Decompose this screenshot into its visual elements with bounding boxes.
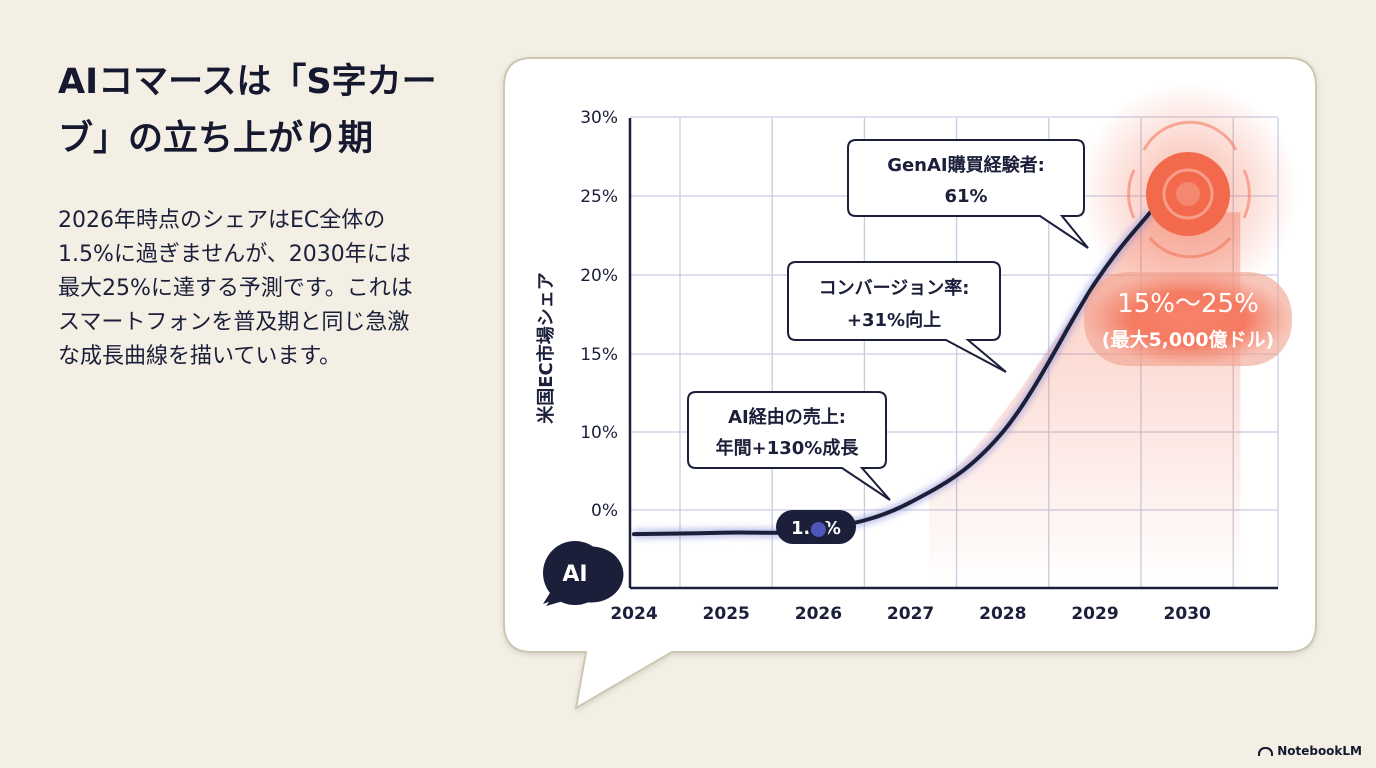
- series-badge-ai: AI: [543, 541, 624, 606]
- callout-conversion-line2: +31%向上: [847, 309, 941, 331]
- page-title: AIコマースは「S字カーブ」の立ち上がり期: [58, 62, 437, 159]
- x-tick-label: 2024: [610, 604, 657, 624]
- y-tick-label: 10%: [580, 423, 618, 443]
- y-tick-label: 30%: [580, 108, 618, 128]
- x-tick-label: 2029: [1071, 604, 1118, 624]
- series-badge-label: AI: [562, 562, 587, 587]
- brand-label: NotebookLM: [1277, 744, 1362, 758]
- callout-genai-line2: 61%: [944, 186, 987, 207]
- notebooklm-logo-icon: [1258, 746, 1274, 756]
- y-tick-label: 20%: [580, 266, 618, 286]
- callout-conversion: コンバージョン率: +31%向上: [787, 261, 1007, 373]
- callout-ai-sales: AI経由の売上: 年間+130%成長: [687, 391, 891, 501]
- target-range-badge: 15%〜25% (最大5,000億ドル): [1084, 272, 1292, 366]
- callout-genai-buyers: GenAI購買経験者: 61%: [847, 139, 1089, 249]
- brand-watermark: NotebookLM: [1258, 744, 1362, 758]
- y-tick-label: 15%: [580, 345, 618, 365]
- callout-ai-sales-line2: 年間+130%成長: [716, 437, 860, 459]
- x-tick-label: 2030: [1164, 604, 1211, 624]
- callout-genai-line1: GenAI購買経験者:: [887, 154, 1045, 176]
- y-axis-label: 米国EC市場シェア: [535, 272, 557, 424]
- y-tick-label: 25%: [580, 187, 618, 207]
- target-marker: [1127, 120, 1251, 259]
- x-tick-labels: 2024 2025 2026 2027 2028 2029 2030: [610, 604, 1211, 624]
- callout-conversion-line1: コンバージョン率:: [819, 277, 970, 299]
- x-tick-label: 2025: [703, 604, 750, 624]
- target-range-value: 15%〜25%: [1117, 289, 1259, 319]
- y-tick-labels: 0% 10% 15% 20% 25% 30%: [580, 108, 618, 521]
- data-point-2026: [807, 519, 829, 540]
- callout-ai-sales-line1: AI経由の売上:: [728, 406, 846, 428]
- series-line-ai: [632, 210, 1153, 537]
- x-tick-label: 2028: [979, 604, 1026, 624]
- summary-text: 2026年時点のシェアはEC全体の1.5%に過ぎませんが、2030年には最大25…: [58, 208, 413, 369]
- target-range-amount: (最大5,000億ドル): [1102, 328, 1274, 351]
- y-tick-label: 0%: [591, 501, 618, 521]
- axes: [628, 118, 1278, 590]
- marker-2026: 1.5%: [776, 510, 856, 544]
- x-tick-label: 2027: [887, 604, 934, 624]
- x-tick-label: 2026: [795, 604, 842, 624]
